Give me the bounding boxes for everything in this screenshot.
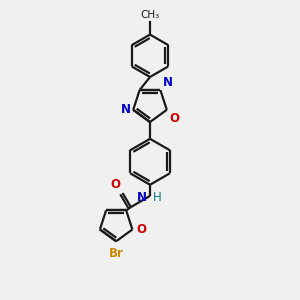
Text: H: H <box>153 191 162 204</box>
Text: CH₃: CH₃ <box>140 10 160 20</box>
Text: Br: Br <box>109 247 124 260</box>
Text: O: O <box>169 112 179 125</box>
Text: N: N <box>121 103 131 116</box>
Text: O: O <box>136 223 146 236</box>
Text: N: N <box>163 76 173 88</box>
Text: O: O <box>110 178 120 190</box>
Text: N: N <box>136 191 146 204</box>
